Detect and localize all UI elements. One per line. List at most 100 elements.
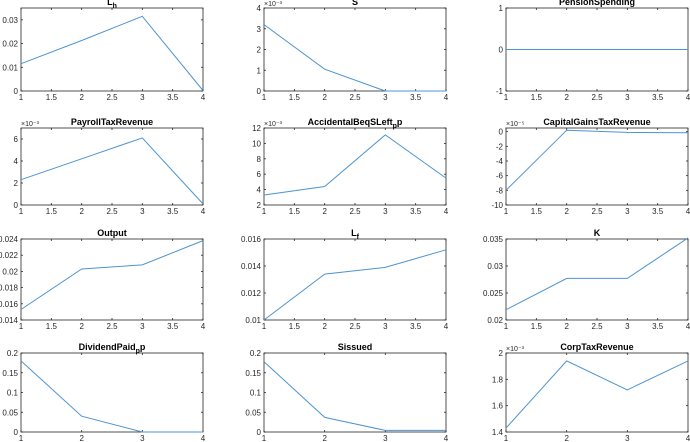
x-tick-label: 4 — [201, 434, 206, 442]
x-tick-label: 3 — [625, 434, 630, 442]
x-tick-label: 2.5 — [106, 322, 118, 331]
y-tick-label: 0.03 — [2, 16, 18, 25]
y-tick-label: 0 — [257, 87, 262, 96]
y-tick-label: 0.014 — [241, 262, 262, 271]
x-tick-label: 3 — [140, 207, 145, 216]
y-tick-label: 0 — [14, 201, 19, 210]
x-tick-label: 4 — [201, 93, 206, 102]
panel-title: Sissued — [338, 342, 373, 352]
panel-title-main: CapitalGainsTaxRevenue — [543, 117, 650, 127]
x-tick-label: 3 — [383, 434, 388, 442]
x-tick-label: 3 — [383, 207, 388, 216]
y-tick-label: 3 — [257, 25, 262, 34]
axes-frame — [20, 7, 204, 92]
panel-title-main: L — [107, 0, 113, 7]
panel-title: Lf — [351, 228, 360, 241]
x-tick-label: 4 — [444, 207, 449, 216]
y-tick-label: 0.024 — [0, 235, 19, 244]
x-tick-label: 2.5 — [349, 322, 361, 331]
x-tick-label: 3.5 — [410, 93, 422, 102]
axes-frame — [263, 352, 447, 433]
x-tick-label: 3 — [140, 434, 145, 442]
x-tick-label: 4 — [686, 207, 690, 216]
axes-frame — [263, 127, 447, 206]
panel-title-main: Sissued — [338, 342, 373, 352]
chart-panel-8: 1 1.5 2 2.5 3 3.5 4 0.01 0.012 0.014 0.016 Lf — [241, 228, 449, 331]
panel-title-suffix: p — [397, 117, 403, 127]
x-tick-label: 2.5 — [591, 207, 603, 216]
chart-panel-9: 1 1.5 2 2.5 3 3.5 4 0.02 0.025 0.03 0.035 K — [483, 228, 690, 331]
axes-frame — [20, 127, 204, 206]
y-tick-label: 6 — [257, 170, 262, 179]
panel-title-subscript: p — [393, 123, 397, 130]
x-tick-label: 3 — [383, 93, 388, 102]
panel-title: PensionSpending — [559, 0, 635, 7]
panel-title-main: K — [594, 228, 601, 238]
series-line — [263, 134, 447, 196]
y-tick-label: -10 — [491, 201, 503, 210]
y-tick-label: 2 — [257, 201, 262, 210]
y-tick-label: -4 — [496, 157, 504, 166]
x-tick-label: 2 — [322, 93, 327, 102]
x-tick-label: 2 — [564, 434, 569, 442]
x-tick-label: 1 — [504, 93, 509, 102]
x-tick-label: 4 — [444, 322, 449, 331]
axes-frame — [505, 352, 689, 433]
x-tick-label: 3.5 — [167, 207, 179, 216]
chart-panel-3: 1 1.5 2 2.5 3 3.5 4 -1 0 1 PensionSpending — [496, 0, 690, 102]
x-tick-label: 2.5 — [349, 207, 361, 216]
panel-title: Output — [97, 228, 127, 238]
panel-title: DividendPaidpp — [79, 342, 146, 355]
x-tick-label: 2 — [79, 322, 84, 331]
axes-frame — [263, 7, 447, 92]
series-line — [263, 24, 446, 92]
x-tick-label: 3.5 — [167, 93, 179, 102]
x-tick-label: 2 — [322, 322, 327, 331]
panel-title-subscript: p — [136, 348, 140, 355]
y-tick-label: 4 — [257, 4, 262, 13]
panel-title-subscript: f — [357, 234, 360, 241]
y-tick-label: 10 — [252, 139, 261, 148]
panel-title: CorpTaxRevenue — [560, 342, 633, 352]
x-tick-label: 2.5 — [349, 93, 361, 102]
y-tick-label: 0.016 — [0, 300, 19, 309]
series-line — [263, 249, 447, 321]
series-line — [505, 129, 689, 191]
axis-exponent-label: ×10⁻³ — [264, 1, 283, 8]
series-line — [505, 237, 689, 311]
panel-title: S — [352, 0, 358, 7]
y-tick-label: 0.05 — [245, 408, 261, 417]
y-tick-label: -8 — [496, 186, 504, 195]
chart-panel-5: 1 1.5 2 2.5 3 3.5 4 2 4 6 8 10 12 ×10⁻³ AccidentalBeqS… — [252, 117, 449, 216]
x-tick-label: 1.5 — [289, 322, 301, 331]
x-tick-label: 1 — [504, 207, 509, 216]
y-tick-label: 1.8 — [492, 375, 504, 384]
x-tick-label: 2 — [322, 434, 327, 442]
series-line — [263, 361, 446, 431]
x-tick-label: 3 — [625, 207, 630, 216]
panel-title: AccidentalBeqSLeftpp — [308, 117, 403, 130]
panel-title-main: CorpTaxRevenue — [560, 342, 633, 352]
x-tick-label: 3 — [140, 322, 145, 331]
y-tick-label: 0.022 — [0, 251, 19, 260]
x-tick-label: 1 — [504, 322, 509, 331]
x-tick-label: 2 — [79, 434, 84, 442]
x-tick-label: 3.5 — [167, 322, 179, 331]
x-tick-label: 2 — [79, 93, 84, 102]
x-tick-label: 2.5 — [106, 93, 118, 102]
y-tick-label: -6 — [496, 172, 504, 181]
axes-frame — [20, 352, 204, 433]
x-tick-label: 1 — [262, 434, 267, 442]
axes-frame — [263, 238, 447, 321]
y-tick-label: 2 — [499, 349, 504, 358]
panel-title-main: AccidentalBeqSLeft — [308, 117, 393, 127]
series-line — [20, 240, 204, 310]
series-line — [20, 15, 204, 91]
x-tick-label: 1.5 — [46, 207, 58, 216]
x-tick-label: 3 — [140, 93, 145, 102]
x-tick-label: 1.5 — [531, 93, 543, 102]
y-tick-label: 0.01 — [2, 63, 18, 72]
y-tick-label: -1 — [496, 87, 504, 96]
series-line — [20, 137, 204, 205]
